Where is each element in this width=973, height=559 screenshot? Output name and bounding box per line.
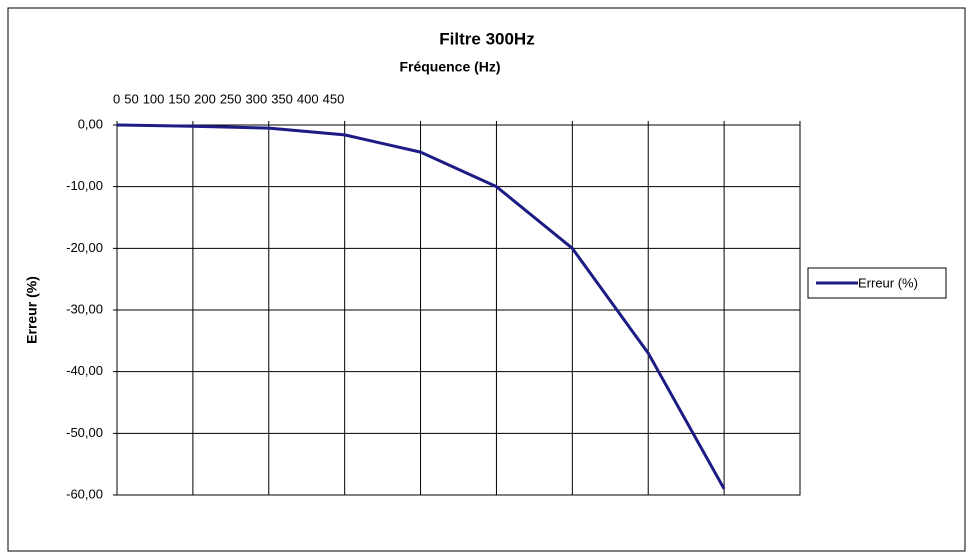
x-tick-label: 300	[246, 91, 268, 106]
chart-title: Filtre 300Hz	[439, 29, 534, 48]
x-tick-label: 100	[143, 91, 165, 106]
y-tick-label: -60,00	[66, 486, 103, 501]
legend-label: Erreur (%)	[858, 275, 918, 290]
chart-frame	[7, 7, 966, 552]
x-tick-label: 350	[271, 91, 293, 106]
y-axis-label: Erreur (%)	[24, 276, 40, 344]
y-tick-label: 0,00	[78, 116, 103, 131]
y-tick-label: -50,00	[66, 425, 103, 440]
x-tick-label: 200	[194, 91, 216, 106]
y-tick-label: -40,00	[66, 363, 103, 378]
x-tick-label: 450	[323, 91, 345, 106]
x-tick-label: 400	[297, 91, 319, 106]
y-tick-label: -20,00	[66, 240, 103, 255]
y-tick-label: -30,00	[66, 301, 103, 316]
x-tick-label: 250	[220, 91, 242, 106]
x-tick-label: 150	[168, 91, 190, 106]
x-tick-label: 50	[124, 91, 138, 106]
data-line	[116, 123, 726, 490]
y-tick-label: -10,00	[66, 178, 103, 193]
x-tick-label: 0	[113, 91, 120, 106]
x-axis-label: Fréquence (Hz)	[399, 59, 500, 75]
